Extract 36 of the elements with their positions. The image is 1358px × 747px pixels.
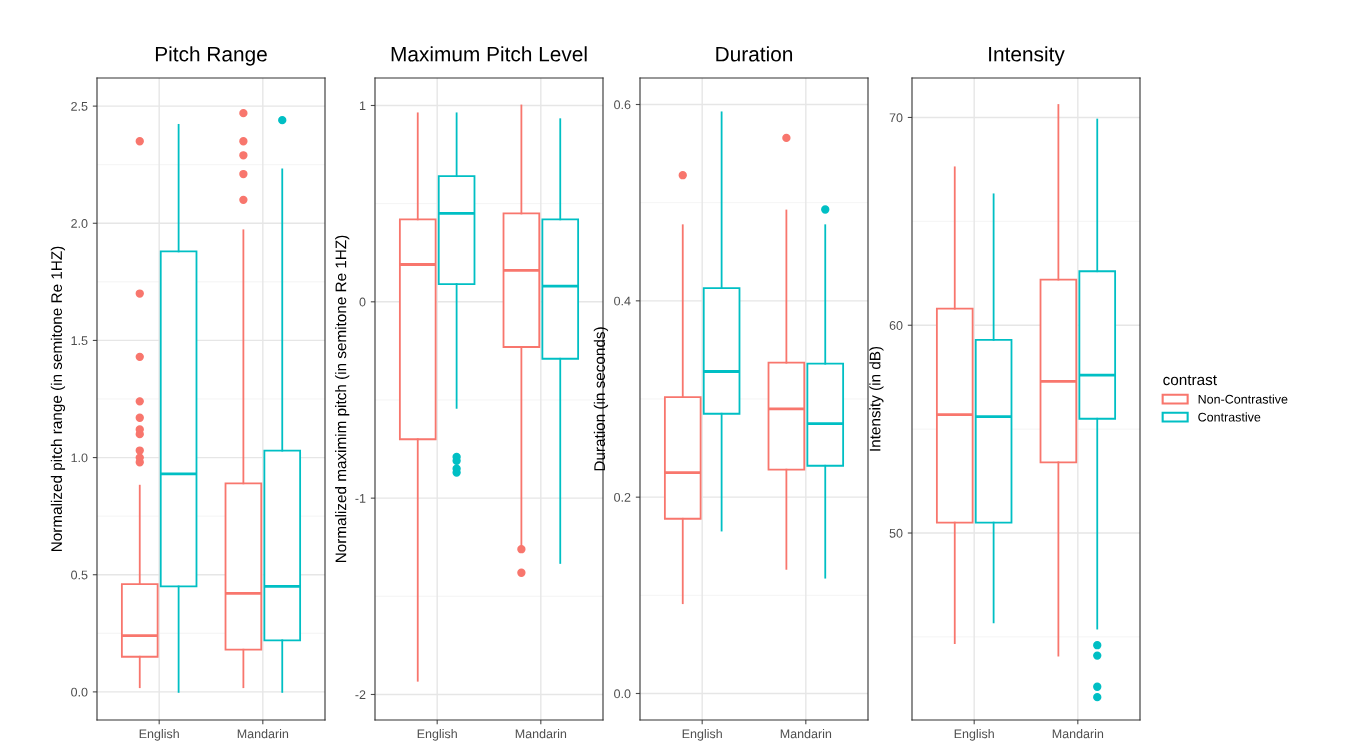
legend-label: Contrastive: [1198, 412, 1261, 422]
chart-title: Intensity: [989, 46, 1065, 66]
chart-title: Pitch Range: [155, 46, 267, 66]
x-tick-label: Mandarin: [1052, 729, 1104, 739]
y-tick-label: 1.5: [71, 336, 88, 346]
y-tick-label: 2.5: [71, 101, 88, 111]
legend-label: Non-Contrastive: [1198, 394, 1288, 404]
y-tick-label: 0.0: [614, 689, 631, 699]
y-tick-label: 0.5: [71, 570, 88, 580]
y-tick-label: 0.2: [614, 492, 631, 502]
y-tick-label: -2: [355, 690, 366, 700]
chart-title: Duration: [716, 46, 793, 62]
y-tick-label: 60: [889, 321, 903, 330]
x-tick-label: Mandarin: [515, 729, 567, 739]
y-tick-label: 0.4: [614, 296, 631, 306]
x-tick-label: English: [954, 729, 994, 741]
x-tick-label: English: [139, 729, 179, 741]
y-tick-label: 0.6: [614, 100, 631, 110]
legend-title: contrast: [1163, 375, 1217, 386]
y-tick-label: 0: [359, 297, 366, 307]
chart-title: Maximum Pitch Level: [391, 46, 587, 62]
y-tick-label: 0.0: [71, 687, 88, 697]
y-tick-label: -1: [355, 494, 366, 503]
y-axis-title: Normalized pitch range (in semitone Re 1HZ): [50, 246, 66, 551]
y-tick-label: 50: [889, 528, 903, 538]
y-tick-label: 2.0: [71, 219, 88, 228]
y-axis-title: Intensity (in dB): [869, 346, 884, 451]
x-tick-label: Mandarin: [780, 729, 832, 739]
y-axis-title: Duration (in seconds): [593, 327, 609, 471]
y-tick-label: 1.0: [71, 453, 88, 463]
y-tick-label: 1: [359, 101, 366, 111]
x-tick-label: English: [417, 729, 457, 741]
y-axis-title: Normalized maximim pitch (in semitone Re 1HZ): [335, 235, 350, 563]
y-tick-label: 70: [889, 113, 903, 123]
x-tick-label: Mandarin: [237, 729, 289, 739]
x-tick-label: English: [682, 729, 722, 741]
